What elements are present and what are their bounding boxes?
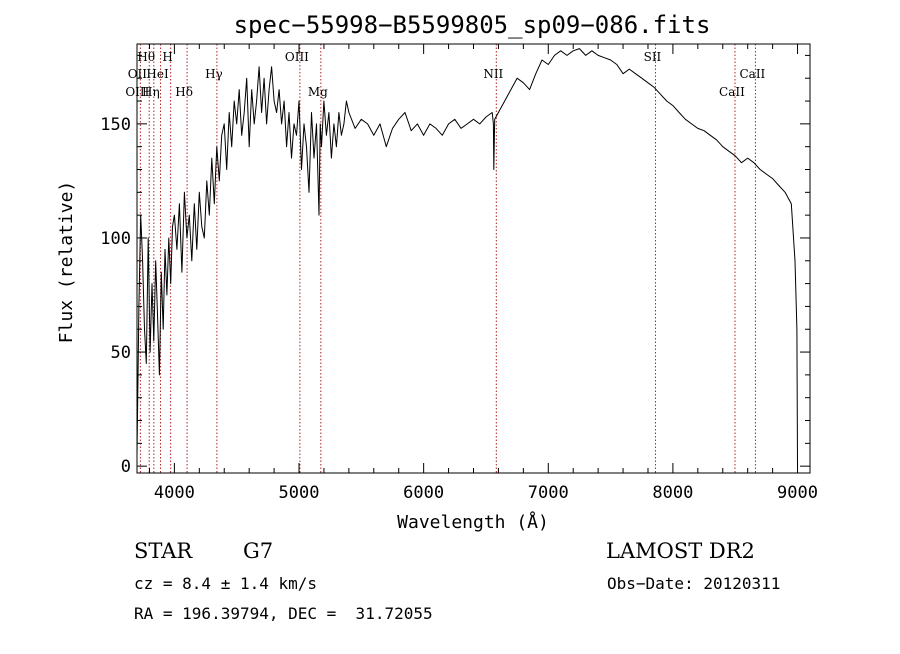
line-marker-label: CaII (739, 67, 765, 81)
line-marker-label: CaII (719, 85, 745, 99)
x-tick-label: 9000 (777, 483, 818, 503)
redshift-velocity: cz = 8.4 ± 1.4 km/s (134, 574, 318, 593)
line-marker-label: OII (128, 67, 148, 81)
x-tick-label: 4000 (154, 483, 195, 503)
x-tick-label: 8000 (652, 483, 693, 503)
object-class: STAR (134, 539, 193, 563)
x-tick-labels: 4000 5000 6000 7000 8000 9000 (154, 483, 818, 503)
line-marker-label: HeI (146, 67, 169, 81)
line-marker-label: Hθ (137, 50, 155, 64)
spectrum-line (136, 48, 798, 467)
object-subclass: G7 (243, 539, 274, 563)
y-tick-label: 0 (121, 457, 131, 477)
line-marker-label: Hη (142, 85, 160, 99)
coordinates: RA = 196.39794, DEC = 31.72055 (134, 604, 433, 623)
line-marker-label: SII (644, 50, 662, 64)
line-marker-label: Mg (308, 85, 328, 99)
line-marker-label: H (162, 50, 172, 64)
line-marker-label: OIII (285, 50, 309, 64)
x-tick-label: 6000 (403, 483, 444, 503)
y-tick-label: 50 (111, 343, 131, 363)
marker-lines (139, 44, 756, 473)
x-tick-label: 7000 (528, 483, 569, 503)
line-marker-label: OIII (125, 85, 149, 99)
survey-name: LAMOST DR2 (606, 539, 755, 563)
spectrum-layer (136, 48, 798, 467)
axis-ticks (137, 44, 810, 473)
line-marker-label: NII (483, 67, 503, 81)
x-axis-label: Wavelength (Å) (397, 511, 549, 533)
chart-title: spec−55998−B5599805_sp09−086.fits (234, 11, 711, 39)
observation-date: Obs−Date: 20120311 (607, 574, 781, 593)
line-marker-label: Hγ (205, 67, 223, 81)
y-tick-label: 100 (100, 229, 131, 249)
line-marker-label: Hδ (175, 85, 193, 99)
x-tick-label: 5000 (279, 483, 320, 503)
y-tick-label: 150 (100, 115, 131, 135)
y-axis-label: Flux (relative) (56, 181, 77, 344)
y-tick-labels: 0 50 100 150 (100, 115, 131, 477)
